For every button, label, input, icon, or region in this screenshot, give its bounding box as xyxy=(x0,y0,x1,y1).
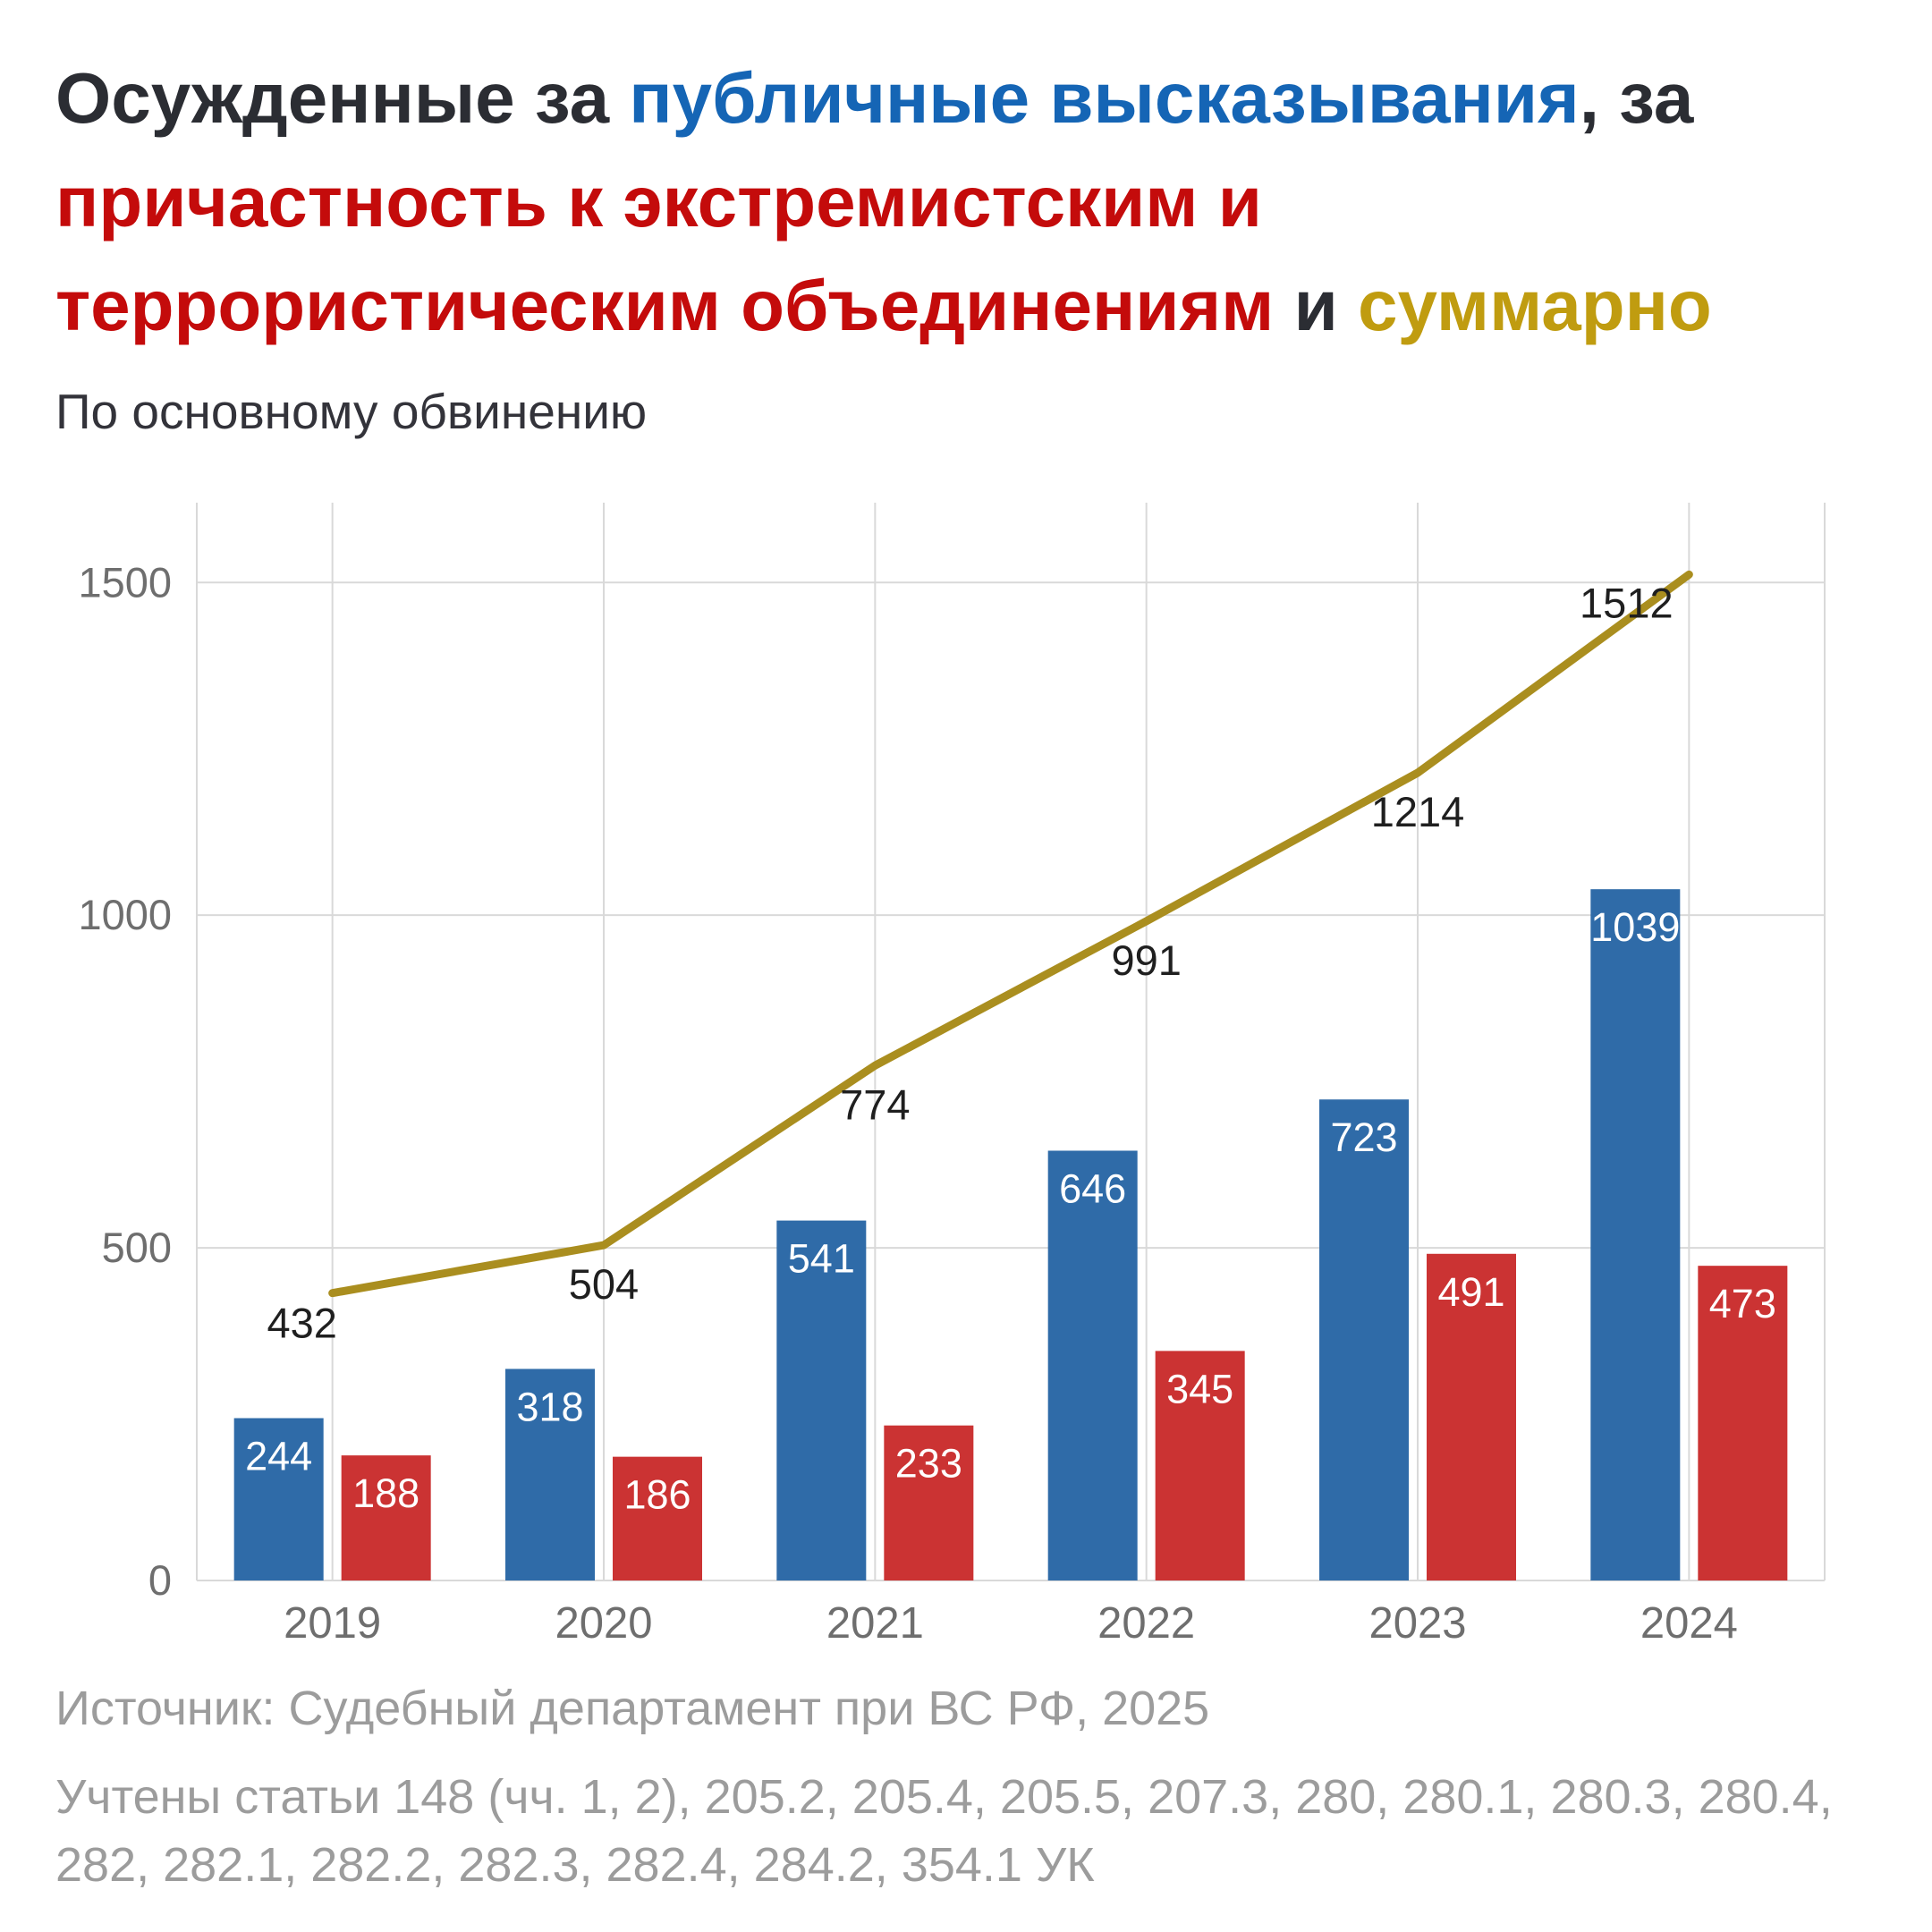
chart-subtitle: По основному обвинению xyxy=(55,384,648,439)
line-value-label: 432 xyxy=(267,1300,336,1347)
chart-title: Осужденные за публичные высказывания, за… xyxy=(55,47,1877,358)
x-axis-label: 2021 xyxy=(826,1599,924,1648)
x-axis-label: 2019 xyxy=(284,1599,381,1648)
bar-value-label: 188 xyxy=(352,1470,419,1516)
bar-value-label: 723 xyxy=(1330,1114,1397,1160)
bar-value-label: 186 xyxy=(623,1472,691,1518)
x-axis-label: 2024 xyxy=(1640,1599,1738,1648)
line-value-label: 1214 xyxy=(1371,788,1465,835)
articles-note: Учтены статьи 148 (чч. 1, 2), 205.2, 205… xyxy=(55,1769,1833,1893)
bar-2019-series2 xyxy=(341,1455,431,1580)
x-axis-label: 2020 xyxy=(555,1599,652,1648)
line-value-label: 1512 xyxy=(1580,579,1674,626)
bar-2022-series2 xyxy=(1155,1351,1245,1580)
bar-2021-series2 xyxy=(884,1425,974,1580)
y-axis-label: 0 xyxy=(148,1556,172,1604)
bar-value-label: 491 xyxy=(1437,1269,1504,1315)
bar-value-label: 1039 xyxy=(1590,904,1680,950)
title-segment: и xyxy=(1274,266,1358,345)
line-value-label: 774 xyxy=(840,1080,910,1128)
bar-value-label: 345 xyxy=(1166,1366,1233,1411)
bar-value-label: 646 xyxy=(1059,1165,1126,1211)
bar-2024-series1 xyxy=(1590,889,1681,1580)
line-value-label: 991 xyxy=(1111,936,1181,984)
bar-2019-series1 xyxy=(233,1418,324,1580)
bar-2024-series2 xyxy=(1698,1266,1788,1580)
footer: Источник: Судебный департамент при ВС РФ… xyxy=(55,1674,1877,1919)
bar-value-label: 541 xyxy=(788,1236,855,1282)
bar-2021-series1 xyxy=(776,1220,867,1580)
title-segment: причастность к экстремистским и террорис… xyxy=(55,162,1275,345)
title-segment: публичные высказывания xyxy=(629,58,1580,138)
total-line xyxy=(328,570,1693,1298)
y-axis-label: 500 xyxy=(102,1224,172,1271)
bar-2023-series1 xyxy=(1319,1099,1409,1580)
title-segment: , за xyxy=(1579,58,1694,138)
source-note: Источник: Судебный департамент при ВС РФ… xyxy=(55,1682,1210,1735)
title-segment: Осужденные за xyxy=(55,58,630,138)
header: Осужденные за публичные высказывания, за… xyxy=(55,47,1877,440)
x-axis-label: 2022 xyxy=(1097,1599,1195,1648)
x-axis-label: 2023 xyxy=(1368,1599,1466,1648)
bar-2022-series1 xyxy=(1047,1150,1138,1580)
y-axis-label: 1500 xyxy=(78,558,172,606)
title-segment: суммарно xyxy=(1357,266,1712,345)
bar-value-label: 318 xyxy=(516,1384,583,1429)
bar-value-label: 244 xyxy=(245,1434,312,1479)
line-value-label: 504 xyxy=(569,1260,639,1308)
bar-value-label: 473 xyxy=(1709,1281,1776,1326)
bar-2020-series1 xyxy=(505,1368,595,1580)
bar-2020-series2 xyxy=(613,1456,702,1580)
bar-2023-series2 xyxy=(1427,1253,1516,1580)
bar-value-label: 233 xyxy=(895,1441,962,1487)
y-axis-label: 1000 xyxy=(78,891,172,938)
